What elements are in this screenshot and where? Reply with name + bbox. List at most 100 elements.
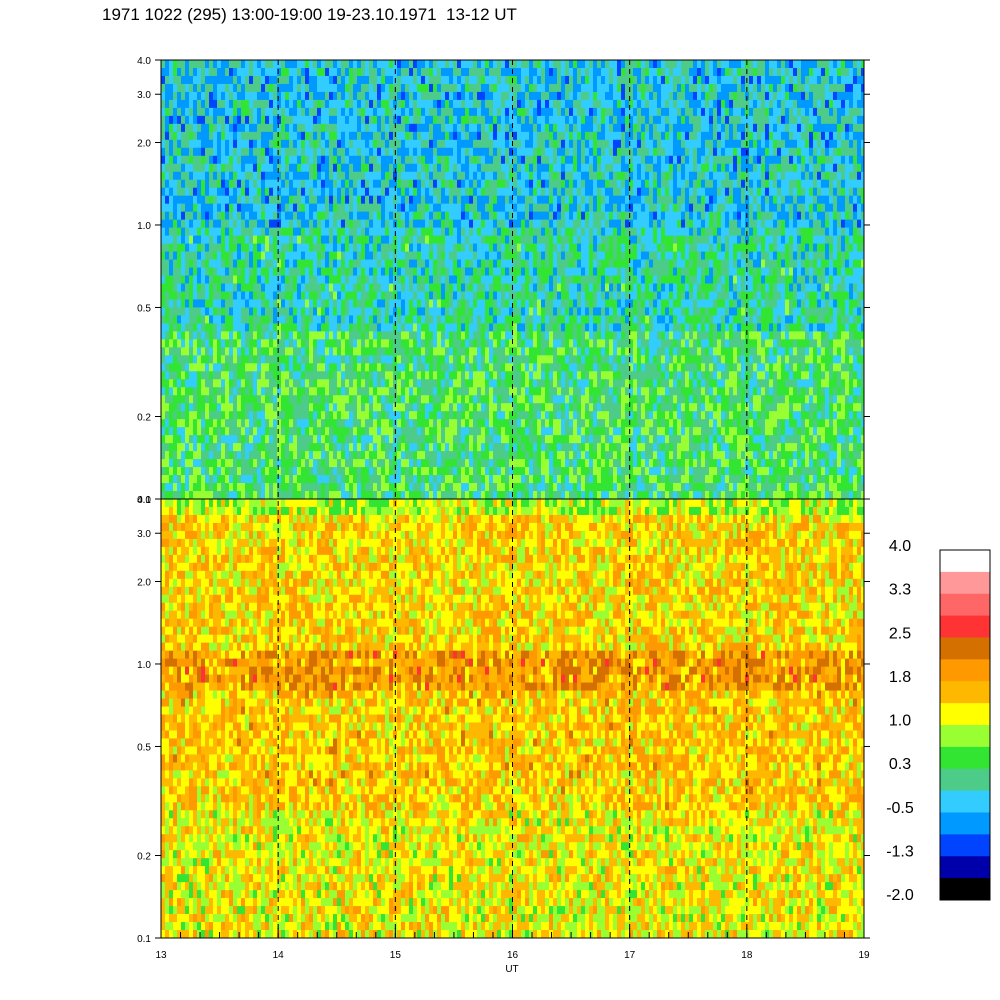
heatmap-cell bbox=[725, 267, 730, 277]
heatmap-cell bbox=[433, 275, 438, 285]
heatmap-cell bbox=[225, 195, 230, 205]
heatmap-cell bbox=[529, 147, 534, 157]
heatmap-cell bbox=[517, 251, 522, 261]
heatmap-cell bbox=[193, 171, 198, 181]
heatmap-cell bbox=[569, 91, 574, 101]
heatmap-cell bbox=[573, 155, 578, 165]
heatmap-cell bbox=[253, 195, 258, 205]
heatmap-cell bbox=[809, 83, 814, 93]
heatmap-cell bbox=[629, 219, 634, 229]
heatmap-cell bbox=[649, 139, 654, 149]
heatmap-cell bbox=[349, 187, 354, 197]
heatmap-cell bbox=[785, 227, 790, 237]
heatmap-cell bbox=[625, 251, 630, 261]
heatmap-cell bbox=[385, 139, 390, 149]
heatmap-cell bbox=[717, 75, 722, 85]
heatmap-cell bbox=[789, 123, 794, 133]
heatmap-cell bbox=[193, 83, 198, 93]
heatmap-cell bbox=[589, 147, 594, 157]
heatmap-cell bbox=[181, 115, 186, 125]
heatmap-cell bbox=[417, 131, 422, 141]
heatmap-cell bbox=[177, 179, 182, 189]
heatmap-cell bbox=[777, 179, 782, 189]
heatmap-cell bbox=[673, 131, 678, 141]
heatmap-cell bbox=[261, 203, 266, 213]
heatmap-cell bbox=[585, 243, 590, 253]
heatmap-cell bbox=[613, 107, 618, 117]
heatmap-cell bbox=[585, 60, 590, 69]
heatmap-cell bbox=[769, 267, 774, 277]
heatmap-cell bbox=[321, 179, 326, 189]
heatmap-cell bbox=[713, 219, 718, 229]
heatmap-cell bbox=[421, 115, 426, 125]
heatmap-cell bbox=[689, 187, 694, 197]
heatmap-cell bbox=[253, 211, 258, 221]
heatmap-cell bbox=[621, 155, 626, 165]
heatmap-cell bbox=[541, 147, 546, 157]
heatmap-cell bbox=[437, 275, 442, 285]
heatmap-cell bbox=[845, 147, 850, 157]
heatmap-cell bbox=[669, 139, 674, 149]
heatmap-cell bbox=[601, 131, 606, 141]
heatmap-cell bbox=[305, 107, 310, 117]
heatmap-cell bbox=[825, 211, 830, 221]
heatmap-cell bbox=[349, 275, 354, 285]
heatmap-cell bbox=[785, 243, 790, 253]
heatmap-cell bbox=[237, 147, 242, 157]
heatmap-cell bbox=[657, 91, 662, 101]
heatmap-cell bbox=[341, 155, 346, 165]
heatmap-cell bbox=[537, 235, 542, 245]
heatmap-cell bbox=[529, 227, 534, 237]
heatmap-cell bbox=[533, 219, 538, 229]
heatmap-cell bbox=[765, 139, 770, 149]
heatmap-cell bbox=[609, 267, 614, 277]
heatmap-cell bbox=[713, 131, 718, 141]
heatmap-cell bbox=[461, 139, 466, 149]
heatmap-cell bbox=[737, 235, 742, 245]
heatmap-cell bbox=[489, 275, 494, 285]
heatmap-cell bbox=[701, 83, 706, 93]
heatmap-cell bbox=[325, 251, 330, 261]
heatmap-cell bbox=[385, 195, 390, 205]
heatmap-cell bbox=[341, 243, 346, 253]
heatmap-cell bbox=[825, 243, 830, 253]
heatmap-cell bbox=[605, 67, 610, 77]
heatmap-cell bbox=[257, 147, 262, 157]
heatmap-cell bbox=[441, 171, 446, 181]
heatmap-cell bbox=[641, 99, 646, 109]
heatmap-cell bbox=[721, 115, 726, 125]
heatmap-cell bbox=[261, 227, 266, 237]
heatmap-cell bbox=[541, 115, 546, 125]
heatmap-cell bbox=[693, 251, 698, 261]
heatmap-cell bbox=[185, 235, 190, 245]
heatmap-cell bbox=[377, 227, 382, 237]
heatmap-cell bbox=[329, 123, 334, 133]
heatmap-cell bbox=[833, 67, 838, 77]
heatmap-cell bbox=[301, 283, 306, 293]
heatmap-cell bbox=[361, 115, 366, 125]
heatmap-cell bbox=[301, 123, 306, 133]
heatmap-cell bbox=[585, 123, 590, 133]
heatmap-cell bbox=[653, 179, 658, 189]
heatmap-cell bbox=[765, 259, 770, 269]
heatmap-cell bbox=[337, 259, 342, 269]
heatmap-cell bbox=[741, 227, 746, 237]
heatmap-cell bbox=[325, 91, 330, 101]
heatmap-cell bbox=[341, 123, 346, 133]
heatmap-cell bbox=[837, 211, 842, 221]
heatmap-cell bbox=[261, 91, 266, 101]
heatmap-cell bbox=[401, 75, 406, 85]
heatmap-cell bbox=[329, 91, 334, 101]
heatmap-cell bbox=[293, 283, 298, 293]
heatmap-cell bbox=[401, 219, 406, 229]
heatmap-cell bbox=[597, 259, 602, 269]
heatmap-cell bbox=[573, 179, 578, 189]
heatmap-cell bbox=[409, 123, 414, 133]
heatmap-cell bbox=[565, 91, 570, 101]
heatmap-cell bbox=[449, 91, 454, 101]
heatmap-cell bbox=[189, 235, 194, 245]
heatmap-cell bbox=[197, 131, 202, 141]
heatmap-cell bbox=[645, 83, 650, 93]
heatmap-cell bbox=[433, 203, 438, 213]
heatmap-cell bbox=[517, 155, 522, 165]
